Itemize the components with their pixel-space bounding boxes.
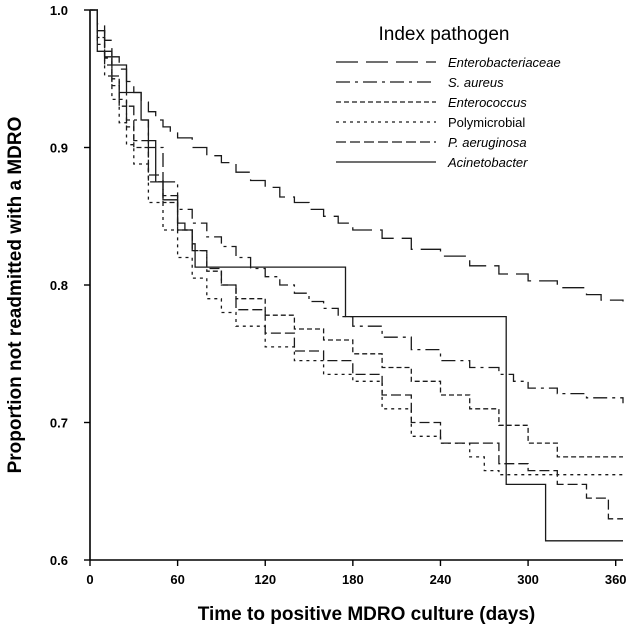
y-tick-label: 1.0: [50, 3, 68, 18]
legend-label-acinetobacter: Acinetobacter: [447, 155, 528, 170]
series-line-enterococcus: [90, 9, 623, 458]
y-tick-label: 0.6: [50, 553, 68, 568]
y-tick-label: 0.9: [50, 141, 68, 156]
series-line-s-aureus: [90, 9, 624, 404]
y-tick-label: 0.7: [50, 416, 68, 431]
series-layer: [90, 9, 624, 542]
x-tick-label: 360: [605, 572, 627, 587]
x-tick-label: 60: [170, 572, 184, 587]
x-tick-label: 120: [254, 572, 276, 587]
x-tick-label: 300: [517, 572, 539, 587]
series-line-enterobacteriaceae: [90, 9, 624, 302]
legend: Index pathogen Enterobacteriaceae S. aure…: [336, 24, 561, 170]
y-tick-label: 0.8: [50, 278, 68, 293]
axis-ticks: 0 60 120 180 240 300 360 0.6 0.7 0.8 0.9 1.0: [50, 3, 627, 587]
x-axis-title: Time to positive MDRO culture (days): [198, 604, 535, 625]
x-tick-label: 180: [342, 572, 364, 587]
legend-items: Enterobacteriaceae S. aureus Enterococcus P…: [336, 55, 561, 170]
plot-axes: [89, 10, 623, 561]
legend-label-enterococcus: Enterococcus: [448, 95, 527, 110]
legend-label-enterobacteriaceae: Enterobacteriaceae: [448, 55, 561, 70]
series-line-acinetobacter: [90, 9, 623, 542]
y-axis-title: Proportion not readmitted with a MDRO: [5, 117, 26, 474]
x-tick-label: 240: [430, 572, 452, 587]
legend-label-polymicrobial: Polymicrobial: [448, 115, 525, 130]
legend-label-s-aureus: S. aureus: [448, 75, 504, 90]
series-line-polymicrobial: [90, 9, 623, 476]
legend-label-p-aeruginosa: P. aeruginosa: [448, 135, 527, 150]
x-tick-label: 0: [86, 572, 93, 587]
legend-title: Index pathogen: [378, 24, 509, 45]
series-line-p-aeruginosa: [90, 9, 623, 520]
